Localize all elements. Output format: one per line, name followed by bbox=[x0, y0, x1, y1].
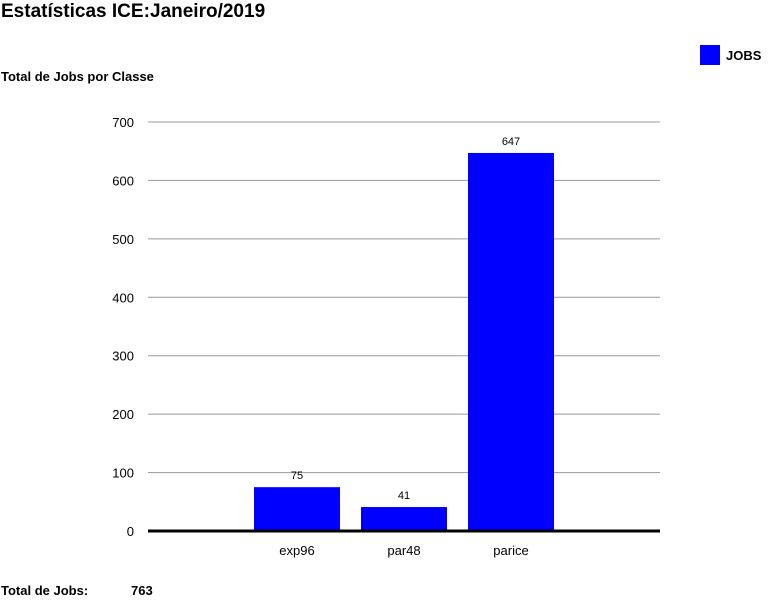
data-label: 647 bbox=[502, 136, 520, 148]
y-tick-label: 100 bbox=[112, 466, 134, 481]
chart-title: Total de Jobs por Classe bbox=[1, 69, 154, 84]
total-jobs-label: Total de Jobs: bbox=[1, 583, 89, 598]
page-title: Estatísticas ICE: bbox=[1, 1, 150, 22]
total-jobs-value: 763 bbox=[131, 583, 153, 598]
bar bbox=[361, 507, 447, 531]
x-tick-label: parice bbox=[493, 543, 528, 558]
data-label: 75 bbox=[291, 470, 303, 482]
data-label: 41 bbox=[398, 490, 410, 502]
bar-chart: 0 100 200 300 400 500 600 700 75 exp96 41 par48 647 p… bbox=[112, 115, 660, 558]
y-tick-label: 400 bbox=[112, 290, 134, 305]
y-tick-label: 0 bbox=[127, 524, 134, 539]
bar bbox=[468, 152, 554, 531]
bar bbox=[254, 487, 340, 531]
period-title: Janeiro/2019 bbox=[150, 1, 266, 22]
y-tick-label: 600 bbox=[112, 173, 134, 188]
y-tick-label: 500 bbox=[112, 232, 134, 247]
y-tick-label: 700 bbox=[112, 115, 134, 130]
y-tick-label: 300 bbox=[112, 349, 134, 364]
legend-swatch bbox=[700, 45, 720, 65]
legend-label: JOBS bbox=[726, 48, 762, 63]
y-tick-label: 200 bbox=[112, 407, 134, 422]
x-tick-label: par48 bbox=[387, 543, 420, 558]
x-tick-label: exp96 bbox=[279, 543, 314, 558]
